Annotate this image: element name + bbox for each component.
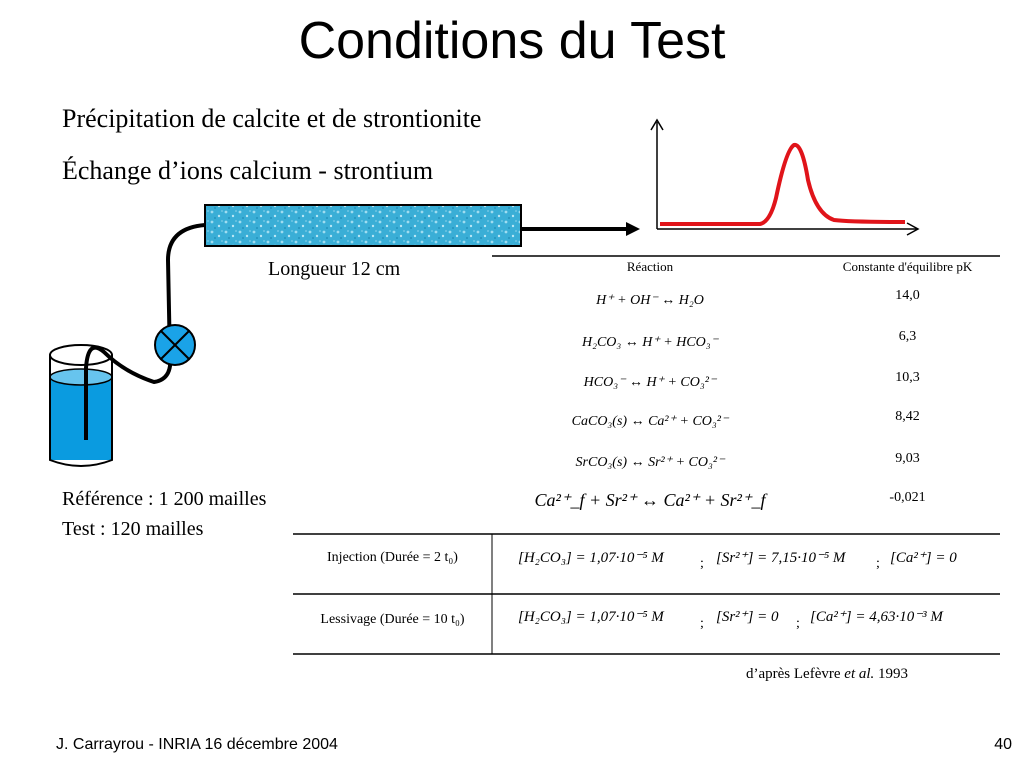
bullet-precipitation: Précipitation de calcite et de strontion… [62, 104, 482, 133]
bullet-ion-exchange: Échange d’ions calcium - strontium [62, 156, 434, 185]
separator: ; [876, 556, 880, 571]
header-pk: Constante d'équilibre pK [842, 259, 973, 274]
condition-label-leaching: Lessivage (Durée = 10 t₀) [320, 612, 465, 627]
condition-label-injection: Injection (Durée = 2 t₀) [327, 550, 458, 565]
reaction-row: CaCO₃(s) ↔ Ca²⁺ + CO₃²⁻ [571, 414, 729, 429]
valve-icon [154, 324, 196, 366]
tubing [84, 223, 206, 440]
reaction-row: SrCO₃(s) ↔ Sr²⁺ + CO₃²⁻ [575, 455, 725, 470]
leaching-sr: [Sr²⁺] = 0 [716, 609, 779, 625]
reaction-row: H₂CO₃ ↔ H⁺ + HCO₃⁻ [581, 335, 719, 350]
injection-h2co3: [H₂CO₃] = 1,07·10⁻⁵ M [518, 550, 664, 566]
leaching-h2co3: [H₂CO₃] = 1,07·10⁻⁵ M [518, 609, 664, 625]
citation-prefix: d’après Lefèvre [746, 666, 845, 682]
pk-value: 6,3 [898, 329, 917, 344]
page-title: Conditions du Test [298, 12, 726, 70]
citation: d’après Lefèvre et al. 1993 [746, 666, 908, 683]
reaction-row: Ca²⁺_f + Sr²⁺ ↔ Ca²⁺ + Sr²⁺_f [534, 490, 766, 510]
leaching-ca: [Ca²⁺] = 4,63·10⁻³ M [810, 609, 943, 625]
column-length-label: Longueur 12 cm [268, 258, 401, 280]
reaction-row: HCO₃⁻ ↔ H⁺ + CO₃²⁻ [583, 375, 717, 390]
breakthrough-chart [650, 118, 920, 236]
pk-value: 10,3 [895, 370, 920, 385]
footer-author-date: J. Carrayrou - INRIA 16 décembre 2004 [56, 736, 338, 753]
page-number: 40 [994, 736, 1012, 753]
outflow-arrow [521, 222, 640, 236]
pk-value: 14,0 [895, 288, 920, 303]
pk-value: 9,03 [895, 451, 920, 466]
citation-suffix: 1993 [874, 666, 909, 682]
separator: ; [796, 616, 800, 631]
separator: ; [700, 556, 704, 571]
injection-sr: [Sr²⁺] = 7,15·10⁻⁵ M [716, 550, 846, 566]
pk-value: 8,42 [895, 409, 920, 424]
injection-ca: [Ca²⁺] = 0 [890, 550, 957, 566]
breakthrough-curve [660, 142, 906, 226]
reaction-row: H⁺ + OH⁻ ↔ H₂O [596, 293, 704, 308]
separator: ; [700, 616, 704, 631]
header-reaction: Réaction [626, 259, 674, 274]
citation-italic: et al. [844, 666, 875, 682]
reference-meshes: Référence : 1 200 mailles [62, 488, 267, 510]
test-meshes: Test : 120 mailles [62, 518, 204, 540]
column [204, 204, 522, 247]
pk-value: -0,021 [889, 490, 926, 505]
beaker [49, 344, 113, 467]
